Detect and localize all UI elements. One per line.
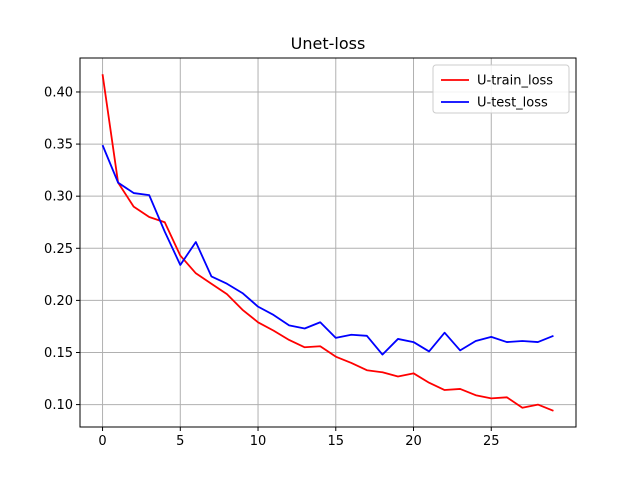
series-lines: [101, 74, 554, 412]
legend-label: U-train_loss: [477, 74, 553, 89]
y-tick-label: 0.10: [44, 398, 73, 413]
legend: U-train_loss U-test_loss: [432, 64, 570, 114]
legend-box: [432, 64, 570, 114]
x-tick-label: 20: [405, 434, 422, 449]
legend-label: U-test_loss: [477, 96, 548, 111]
x-tick-label: 5: [176, 434, 184, 449]
y-tick-label: 0.25: [44, 242, 73, 257]
y-tick-label: 0.40: [44, 85, 73, 100]
series-line-U-test_loss: [101, 144, 554, 356]
y-axis: 0.10 0.15 0.20 0.25 0.30 0.35 0.40: [44, 85, 80, 413]
y-tick-label: 0.30: [44, 190, 73, 205]
series-line-U-train_loss: [101, 74, 554, 412]
x-tick-label: 25: [483, 434, 500, 449]
y-tick-label: 0.20: [44, 294, 73, 309]
x-tick-label: 10: [250, 434, 267, 449]
y-tick-label: 0.35: [44, 138, 73, 153]
chart-title: Unet-loss: [291, 34, 366, 53]
plot-frame: [79, 57, 577, 428]
x-axis: 0 5 10 15 20 25: [98, 427, 500, 449]
x-tick-label: 15: [328, 434, 345, 449]
y-tick-label: 0.15: [44, 346, 73, 361]
x-tick-label: 0: [98, 434, 106, 449]
